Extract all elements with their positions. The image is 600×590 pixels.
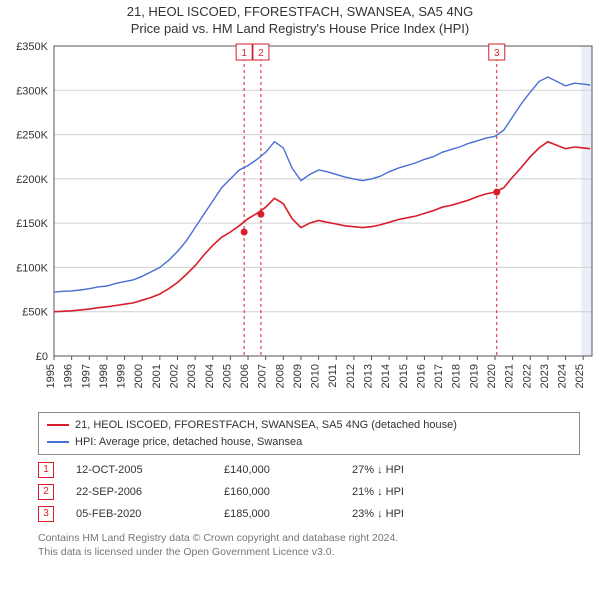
event-cell-badge: 2 <box>38 481 76 503</box>
event-cell-badge: 1 <box>38 459 76 481</box>
x-tick-label: 2004 <box>204 364 216 388</box>
x-tick-label: 1997 <box>80 364 92 388</box>
y-tick-label: £250K <box>16 130 48 142</box>
x-tick-label: 1995 <box>45 364 57 388</box>
y-tick-label: £150K <box>16 218 48 230</box>
price-chart: £0 £50K £100K £150K £200K £250K £300K £350K 1995… <box>0 36 600 406</box>
legend-swatch <box>47 441 69 443</box>
x-tick-label: 2002 <box>168 364 180 388</box>
series-property <box>54 142 590 312</box>
x-tick-label: 2005 <box>221 364 233 388</box>
x-tick-label: 2021 <box>504 364 516 388</box>
event-table: 1 12-OCT-2005£140,00027% ↓ HPI 2 22-SEP-200… <box>38 459 580 525</box>
forecast-shade <box>581 46 592 356</box>
event-badge-label: 2 <box>258 48 264 59</box>
event-cell-date: 12-OCT-2005 <box>76 459 224 481</box>
footnote-line-1: Contains HM Land Registry data © Crown c… <box>38 531 580 545</box>
x-tick-label: 2008 <box>274 364 286 388</box>
event-row: 1 12-OCT-2005£140,00027% ↓ HPI <box>38 459 580 481</box>
title-subtitle: Price paid vs. HM Land Registry's House … <box>0 21 600 36</box>
footnote: Contains HM Land Registry data © Crown c… <box>38 531 580 559</box>
x-tick-label: 1998 <box>98 364 110 388</box>
x-tick-label: 2024 <box>557 364 569 388</box>
event-cell-badge: 3 <box>38 503 76 525</box>
legend-row: 21, HEOL ISCOED, FFORESTFACH, SWANSEA, S… <box>47 417 571 434</box>
event-row: 2 22-SEP-2006£160,00021% ↓ HPI <box>38 481 580 503</box>
x-tick-label: 2022 <box>521 364 533 388</box>
event-badge-small: 1 <box>38 462 54 478</box>
event-cell-price: £160,000 <box>224 481 352 503</box>
event-cell-price: £140,000 <box>224 459 352 481</box>
x-tick-label: 2006 <box>239 364 251 388</box>
x-tick-label: 2001 <box>151 364 163 388</box>
x-tick-label: 2014 <box>380 364 392 388</box>
y-tick-label: £300K <box>16 85 48 97</box>
x-tick-label: 2012 <box>345 364 357 388</box>
event-badge-small: 2 <box>38 484 54 500</box>
y-tick-label: £200K <box>16 174 48 186</box>
x-tick-label: 1999 <box>116 364 128 388</box>
event-cell-delta: 21% ↓ HPI <box>352 481 580 503</box>
x-tick-label: 2000 <box>133 364 145 388</box>
event-badge-label: 3 <box>494 48 500 59</box>
legend: 21, HEOL ISCOED, FFORESTFACH, SWANSEA, S… <box>38 412 580 455</box>
event-badge-label: 1 <box>241 48 247 59</box>
y-tick-label: £50K <box>22 307 48 319</box>
x-tick-label: 2025 <box>574 364 586 388</box>
x-tick-label: 2019 <box>468 364 480 388</box>
event-row: 3 05-FEB-2020£185,00023% ↓ HPI <box>38 503 580 525</box>
chart-svg: £0 £50K £100K £150K £200K £250K £300K £350K 1995… <box>0 36 600 406</box>
legend-swatch <box>47 424 69 426</box>
event-badge-small: 3 <box>38 506 54 522</box>
event-marker <box>241 229 248 236</box>
event-cell-price: £185,000 <box>224 503 352 525</box>
y-tick-label: £100K <box>16 262 48 274</box>
x-tick-label: 1996 <box>63 364 75 388</box>
event-cell-date: 05-FEB-2020 <box>76 503 224 525</box>
legend-label: 21, HEOL ISCOED, FFORESTFACH, SWANSEA, S… <box>75 417 457 434</box>
x-tick-label: 2015 <box>398 364 410 388</box>
x-tick-label: 2010 <box>310 364 322 388</box>
x-tick-label: 2016 <box>415 364 427 388</box>
y-tick-label: £350K <box>16 41 48 53</box>
event-cell-delta: 23% ↓ HPI <box>352 503 580 525</box>
x-tick-label: 2003 <box>186 364 198 388</box>
footnote-line-2: This data is licensed under the Open Gov… <box>38 545 580 559</box>
x-tick-label: 2018 <box>451 364 463 388</box>
x-tick-label: 2007 <box>257 364 269 388</box>
plot-frame <box>54 46 592 356</box>
event-cell-date: 22-SEP-2006 <box>76 481 224 503</box>
x-tick-label: 2013 <box>363 364 375 388</box>
x-tick-label: 2011 <box>327 364 339 388</box>
series-hpi <box>54 77 590 292</box>
event-cell-delta: 27% ↓ HPI <box>352 459 580 481</box>
title-address: 21, HEOL ISCOED, FFORESTFACH, SWANSEA, S… <box>0 4 600 19</box>
y-tick-label: £0 <box>36 351 48 363</box>
legend-row: HPI: Average price, detached house, Swan… <box>47 434 571 451</box>
x-tick-label: 2023 <box>539 364 551 388</box>
legend-label: HPI: Average price, detached house, Swan… <box>75 434 302 451</box>
x-tick-label: 2009 <box>292 364 304 388</box>
x-tick-label: 2020 <box>486 364 498 388</box>
x-tick-label: 2017 <box>433 364 445 388</box>
